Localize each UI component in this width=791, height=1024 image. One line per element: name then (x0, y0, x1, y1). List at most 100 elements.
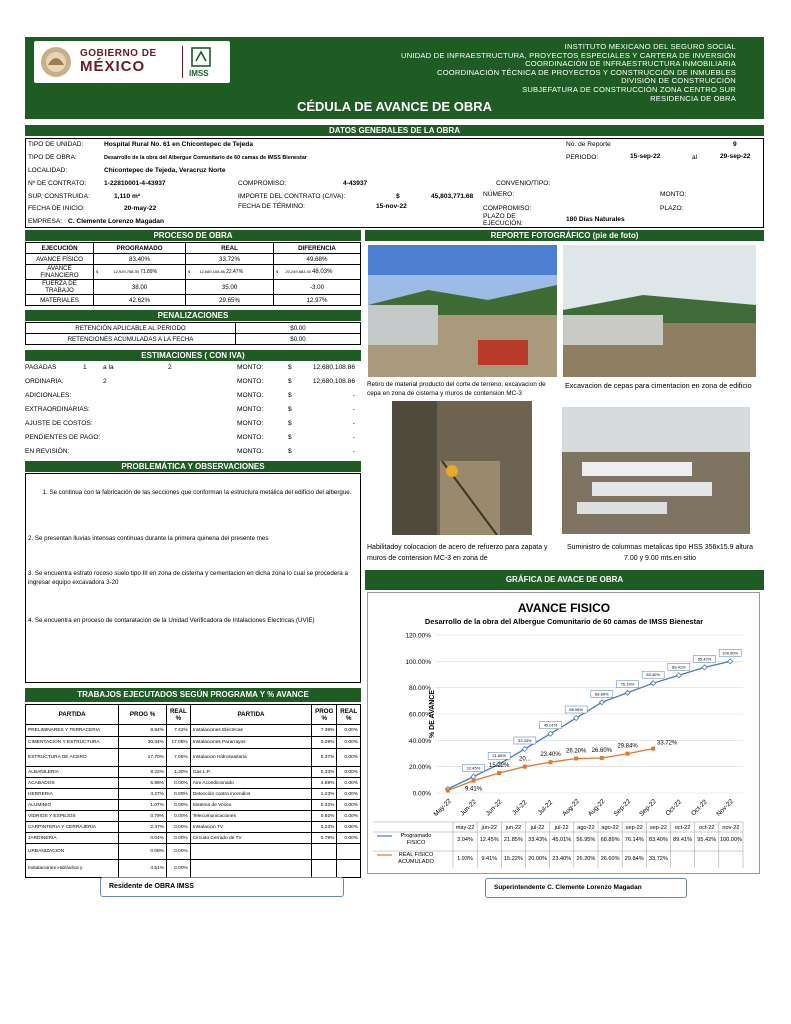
cell: Circuito Cerrado de TV (189, 832, 313, 844)
tipo-unidad-label: TIPO DE UNIDAD: (28, 141, 84, 148)
table-value: 33.72% (649, 856, 668, 862)
estim-cell: MONTO: (237, 406, 264, 413)
series-marker (470, 773, 477, 780)
table-value: 26.60% (601, 856, 620, 862)
col-header: PROG % (118, 704, 167, 725)
fin-cell-3: $ 20,249,683.40 48.03% (273, 264, 361, 280)
inst-line: INSTITUTO MEXICANO DEL SEGURO SOCIAL (564, 42, 736, 51)
cell: 0.00% (336, 810, 361, 822)
estim-cell: - (352, 406, 355, 413)
plazo-label: PLAZO: (660, 205, 684, 212)
table-value: 83.40% (649, 837, 668, 843)
estim-cell: ADICIONALES: (25, 392, 72, 399)
cell: 0.32% (311, 799, 338, 811)
cell: 4.27% (118, 788, 167, 800)
table-row: CARPINTERIA Y CERRAJERIA 2.47% 0.00% Instal… (24, 821, 361, 833)
table-header: jul-22 (530, 825, 545, 831)
cell: 8.22% (118, 766, 167, 778)
series-marker (650, 680, 657, 687)
row-label: MATERIALES (25, 294, 94, 306)
photo-caption-2: Excavacion de cepas para cimentacion en … (565, 381, 752, 390)
x-tick-label: May-22 (433, 798, 454, 819)
series-marker (675, 672, 682, 679)
cell: 0.79% (311, 832, 338, 844)
cell: 12.97% (273, 294, 361, 306)
table-value: 100.00% (720, 837, 742, 843)
cell: 0.79% (118, 810, 167, 822)
data-label: 68.89% (595, 691, 609, 696)
cell: $ (96, 269, 99, 274)
cell: 0.00% (165, 832, 191, 844)
table-header-row: EJECUCIÓN PROGRAMADO REAL DIFERENCIA (25, 242, 361, 254)
estim-cell: $ (288, 364, 292, 371)
cell: ESTRUCTURA DE ACERO (24, 748, 120, 767)
col-header: PARTIDA (189, 704, 313, 725)
data-label-box (539, 721, 562, 729)
contrato-value: 1-22810001-4-43937 (104, 180, 166, 187)
inst-line: UNIDAD DE INFRAESTRUCTURA, PROYECTOS ESP… (401, 50, 736, 60)
contrato-label: Nº DE CONTRATO: (28, 180, 87, 187)
periodo-fin: 29-sep-22 (720, 153, 751, 160)
cell (336, 843, 361, 860)
table-header: ago-22 (601, 825, 618, 831)
monto-label: MONTO: (660, 191, 687, 198)
legend-label: FISICO (407, 840, 426, 846)
data-label: 29.84% (617, 744, 638, 750)
general-section-title: DATOS GENERALES DE LA OBRA (25, 125, 764, 136)
cell: 0.29% (311, 736, 338, 749)
localidad-value: Chicontepec de Tejeda, Veracruz Norte (104, 167, 226, 174)
problem-item: 2. Se presentan lluvias intensas continu… (28, 535, 269, 542)
cell: 4.51% (118, 859, 167, 878)
data-label: 83.40% (646, 672, 660, 677)
table-header: jul-22 (554, 825, 569, 831)
table-row: CIMENTACION Y ESTRUCTURA 30.34% 17.05% Inst… (24, 736, 361, 749)
x-tick-label: Jul-22 (537, 799, 555, 817)
table-header: sep-22 (650, 825, 667, 831)
cell: Instalacion Hidrosanitaria (189, 748, 313, 767)
inst-line: SUBJEFATURA DE CONSTRUCCIÓN ZONA CENTRO … (522, 84, 736, 94)
estim-cell: MONTO: (237, 448, 264, 455)
estim-cell: 12,680,108.86 (312, 378, 355, 385)
col-header: PROG % (311, 704, 338, 725)
cell: 0.00% (336, 736, 361, 749)
site-photo-3 (392, 401, 532, 535)
data-label: 9.41% (465, 787, 483, 793)
gob-line1: GOBIERNO DE (80, 48, 157, 59)
table-row: AVANCE FÍSICO 83.40% 33.72% 49.68% (25, 253, 361, 265)
periodo-inicio: 15-sep-22 (630, 153, 661, 160)
cell: 0.00% (165, 843, 191, 860)
imss-text: IMSS (189, 69, 209, 78)
cell: 0.00% (336, 777, 361, 789)
inst-line: DIVISIÓN DE CONSTRUCCIÓN (621, 76, 736, 86)
y-tick-label: 100.00% (405, 659, 431, 666)
estim-cell: 12,680,108.86 (312, 364, 355, 371)
cell: 0.37% (311, 748, 338, 767)
cell: 0.00% (165, 821, 191, 833)
grafica-section-title: GRÁFICA DE AVACE DE OBRA (365, 570, 764, 590)
data-label: 45.01% (544, 723, 558, 728)
cell: 0.00% (336, 821, 361, 833)
cell: 1.23% (311, 788, 338, 800)
inst-line: RESIDENCIA DE OBRA (650, 93, 736, 103)
estim-cell: PENDIENTES DE PAGO: (25, 434, 101, 441)
table-header: nov-22 (722, 825, 739, 831)
x-tick-label: Sep-22 (638, 798, 658, 818)
periodo-label: PERIODO: (566, 154, 599, 161)
table-row: Instalaciones Hidráulica y 4.51% 0.00% (24, 859, 361, 878)
proceso-section-title: PROCESO DE OBRA (25, 230, 361, 241)
estim-block: PAGADAS 1 a la 2 MONTO: $12,680,108.86 ORDINAR… (25, 364, 361, 461)
data-label-box (513, 736, 537, 745)
chart-title: AVANCE FISICO (518, 601, 610, 615)
cell (311, 859, 338, 878)
photo-caption-1: Retiro de material producto del corte de… (367, 381, 546, 397)
problem-item: 3. Se encuentra estrato rocoso suelo tip… (28, 570, 348, 586)
table-value: 33.43% (528, 837, 547, 843)
penal-section-title: PENALIZACIONES (25, 310, 361, 321)
residente-signature-box: Residente de OBRA IMSS (100, 877, 344, 897)
cell: CARPINTERIA Y CERRAJERIA (24, 821, 120, 833)
series-marker (548, 760, 553, 765)
table-header: sep-22 (626, 825, 643, 831)
sup-value: 1,110 m² (114, 193, 141, 200)
cell: 71.89% (140, 269, 158, 275)
general-data-block: TIPO DE UNIDAD: Hospital Rural No. 61 en… (25, 138, 764, 228)
